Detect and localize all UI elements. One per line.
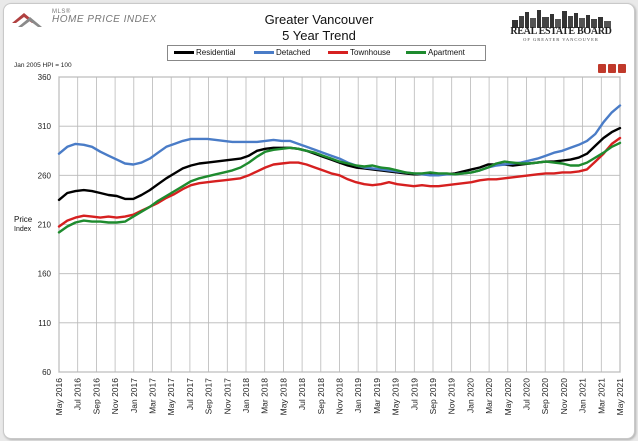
x-tick-label: May 2021 [615,378,625,416]
house-icon [598,64,606,73]
x-tick-label: Nov 2016 [110,378,120,415]
legend-label: Residential [196,48,236,57]
legend-label: Detached [276,48,311,57]
series-line-apartment [57,141,622,234]
series-line-detached [57,104,622,177]
x-tick-label: Sep 2020 [540,378,550,415]
y-tick-label: 360 [38,73,52,82]
x-tick-label: Mar 2019 [372,378,382,414]
y-tick-label: 260 [38,171,52,180]
x-tick-label: May 2017 [166,378,176,416]
property-type-icons [598,64,628,74]
x-tick-label: Jul 2018 [297,378,307,410]
y-tick-label: 110 [38,319,51,328]
legend-swatch [328,51,348,55]
y-tick-label: 310 [38,122,52,131]
x-tick-label: Mar 2020 [484,378,494,414]
y-tick-label: 160 [38,270,52,279]
x-tick-label: Jul 2019 [409,378,419,410]
chart-subtitle: 5 Year Trend [282,28,356,43]
x-tick-label: Jan 2017 [129,378,139,413]
x-tick-label: Mar 2021 [596,378,606,414]
mls-brand-text: HOME PRICE INDEX [52,14,157,25]
x-tick-label: Sep 2017 [204,378,214,415]
skyline-icon [512,10,611,28]
x-tick-label: Jul 2020 [522,378,532,410]
legend-item-apartment: Apartment [406,46,465,60]
x-tick-label: Nov 2017 [222,378,232,415]
x-tick-label: Jul 2016 [73,378,83,410]
base-note: Jan 2005 HPI = 100 [14,62,72,69]
x-tick-label: May 2016 [54,378,64,416]
x-tick-label: Nov 2018 [335,378,345,415]
x-tick-label: May 2018 [278,378,288,416]
x-tick-label: Sep 2016 [91,378,101,415]
x-tick-label: Nov 2019 [447,378,457,415]
legend-item-detached: Detached [254,46,310,60]
x-tick-label: Sep 2019 [428,378,438,415]
apartment-icon [618,64,626,73]
legend-swatch [406,51,426,55]
x-tick-label: Jul 2017 [185,378,195,410]
x-tick-label: Mar 2017 [148,378,158,414]
y-tick-label: 210 [38,221,52,230]
legend-swatch [254,51,274,55]
x-tick-label: Sep 2018 [316,378,326,415]
x-tick-label: Mar 2018 [260,378,270,414]
legend-swatch [174,51,194,55]
y-tick-label: 60 [42,368,51,377]
board-name: REAL ESTATE BOARD [510,26,612,37]
y-axis-title-line1: Price [14,215,33,224]
board-subtitle: OF GREATER VANCOUVER [523,37,599,42]
x-tick-label: Jan 2020 [465,378,475,413]
legend-item-residential: Residential [174,46,236,60]
y-axis-title: Price Index [14,215,32,233]
chart-title: Greater Vancouver [264,12,374,27]
mls-small-text: MLS® [52,9,71,15]
x-tick-label: May 2020 [503,378,513,416]
x-tick-label: May 2019 [391,378,401,416]
townhouse-icon [608,64,616,73]
legend-item-townhouse: Townhouse [328,46,390,60]
x-tick-label: Nov 2020 [559,378,569,415]
x-tick-label: Jan 2019 [353,378,363,413]
x-tick-label: Jan 2021 [578,378,588,413]
x-tick-label: Jan 2018 [241,378,251,413]
mls-logo-icon [12,13,42,27]
legend-label: Townhouse [350,48,391,57]
chart-legend: Residential Detached Townhouse Apartment [167,45,486,61]
y-axis-title-line2: Index [14,226,32,233]
legend-label: Apartment [428,48,465,57]
